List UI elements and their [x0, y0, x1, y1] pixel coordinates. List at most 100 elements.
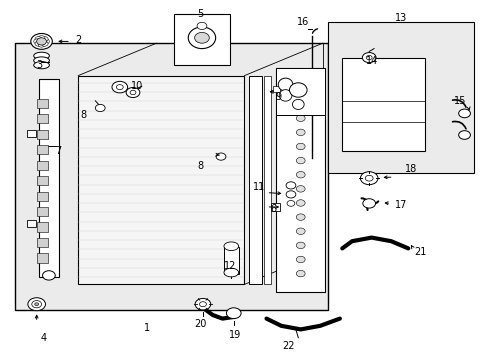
Ellipse shape [296, 129, 305, 136]
Text: 5: 5 [197, 9, 203, 19]
Ellipse shape [362, 53, 375, 63]
Ellipse shape [130, 90, 136, 95]
Text: 8: 8 [197, 161, 203, 171]
Bar [37, 222, 48, 232]
Ellipse shape [279, 90, 291, 101]
Bar [27, 130, 36, 137]
Ellipse shape [32, 301, 41, 308]
Bar [15, 43, 327, 310]
Ellipse shape [41, 37, 48, 42]
Text: 18: 18 [404, 164, 416, 174]
Bar [249, 76, 261, 284]
Ellipse shape [360, 172, 377, 185]
Ellipse shape [458, 109, 469, 118]
Ellipse shape [296, 143, 305, 150]
Bar [327, 22, 473, 173]
Ellipse shape [296, 87, 305, 93]
Ellipse shape [226, 308, 241, 319]
Text: 8: 8 [80, 110, 86, 120]
Text: 14: 14 [365, 56, 377, 66]
Ellipse shape [278, 78, 292, 91]
Ellipse shape [194, 32, 209, 43]
Text: 12: 12 [223, 261, 236, 271]
Text: 6: 6 [270, 204, 276, 214]
Bar [37, 192, 48, 201]
Bar [78, 76, 244, 284]
Bar [224, 247, 238, 274]
Text: 19: 19 [228, 330, 241, 340]
Bar [27, 220, 36, 227]
Ellipse shape [296, 228, 305, 234]
Text: 17: 17 [394, 200, 407, 210]
Bar [37, 99, 48, 108]
Ellipse shape [296, 256, 305, 263]
Bar [264, 76, 271, 284]
Ellipse shape [292, 99, 304, 109]
Text: 4: 4 [41, 333, 47, 343]
Ellipse shape [34, 39, 41, 44]
Ellipse shape [35, 41, 42, 46]
Ellipse shape [28, 298, 45, 311]
Ellipse shape [38, 36, 45, 41]
Ellipse shape [188, 27, 215, 49]
Ellipse shape [362, 199, 375, 208]
Bar [39, 79, 59, 277]
Ellipse shape [366, 55, 371, 60]
Ellipse shape [197, 22, 206, 30]
Ellipse shape [286, 201, 294, 206]
Text: 16: 16 [296, 17, 309, 27]
Ellipse shape [112, 81, 127, 93]
Bar [276, 68, 325, 292]
Ellipse shape [34, 57, 49, 64]
Text: 20: 20 [194, 319, 206, 329]
Ellipse shape [296, 171, 305, 178]
Ellipse shape [296, 214, 305, 220]
Text: 13: 13 [394, 13, 407, 23]
Bar [37, 114, 48, 123]
Text: 21: 21 [413, 247, 426, 257]
Ellipse shape [42, 39, 49, 44]
Ellipse shape [34, 52, 49, 59]
Ellipse shape [126, 87, 140, 98]
Ellipse shape [95, 104, 105, 112]
Ellipse shape [199, 302, 206, 307]
Text: 10: 10 [130, 81, 143, 91]
Ellipse shape [296, 115, 305, 121]
Ellipse shape [458, 131, 469, 139]
Text: 7: 7 [56, 146, 61, 156]
Text: 1: 1 [143, 323, 149, 333]
Ellipse shape [296, 242, 305, 249]
Ellipse shape [365, 175, 372, 181]
Text: 2: 2 [75, 35, 81, 45]
Bar [276, 68, 325, 115]
Bar [37, 145, 48, 154]
Ellipse shape [35, 303, 39, 306]
Ellipse shape [38, 42, 45, 47]
Bar [37, 176, 48, 185]
Ellipse shape [116, 85, 123, 90]
Ellipse shape [285, 182, 295, 189]
Bar [37, 207, 48, 216]
Ellipse shape [34, 62, 49, 69]
Bar [342, 58, 425, 151]
Ellipse shape [296, 157, 305, 164]
Bar [271, 203, 280, 211]
Text: 15: 15 [452, 96, 465, 106]
Ellipse shape [296, 270, 305, 277]
Ellipse shape [35, 37, 42, 42]
Text: 3: 3 [36, 60, 42, 70]
Ellipse shape [224, 268, 238, 277]
Text: 11: 11 [252, 182, 265, 192]
Ellipse shape [224, 242, 238, 251]
Bar [37, 253, 48, 263]
Ellipse shape [195, 298, 210, 310]
Bar [37, 130, 48, 139]
Ellipse shape [296, 101, 305, 107]
Ellipse shape [41, 41, 48, 46]
Text: 9: 9 [275, 92, 281, 102]
Ellipse shape [42, 271, 55, 280]
Ellipse shape [285, 191, 295, 198]
Bar [37, 161, 48, 170]
Text: 22: 22 [282, 341, 294, 351]
Ellipse shape [216, 153, 225, 160]
